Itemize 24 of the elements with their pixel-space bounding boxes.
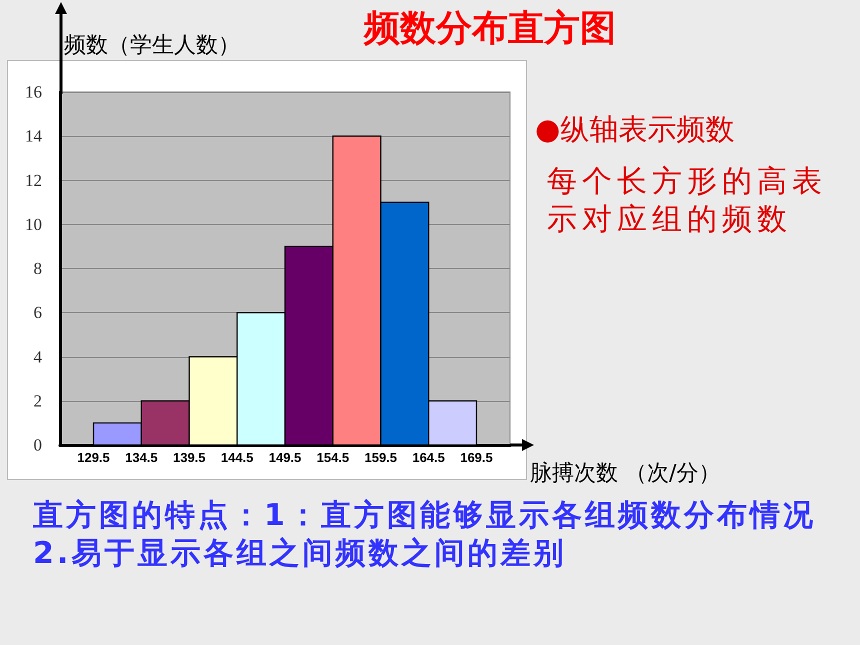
x-axis-title: 脉搏次数 （次/分） (530, 460, 720, 488)
y-tick-label: 2 (34, 391, 42, 410)
x-tick-label: 134.5 (125, 450, 158, 465)
x-tick-label: 139.5 (172, 450, 206, 465)
x-tick-label: 154.5 (316, 450, 350, 465)
y-axis-title: 频数（学生人数） (64, 32, 240, 60)
x-tick-label: 149.5 (268, 450, 302, 465)
text: 每个长方形的高表示对应组的频数 (547, 163, 828, 239)
x-tick-label: 144.5 (220, 450, 254, 465)
x-tick-label: 129.5 (77, 450, 110, 465)
x-tick-label: 159.5 (364, 450, 398, 465)
y-tick-label: 12 (25, 170, 42, 190)
x-tick-label: 164.5 (412, 450, 445, 465)
y-tick-label: 16 (25, 82, 42, 102)
text: ●纵轴表示频数 (535, 111, 734, 148)
y-tick-label: 4 (34, 347, 42, 366)
x-tick-label: 169.5 (460, 450, 493, 465)
text: 直方图的特点：1：直方图能够显示各组频数分布情况2.易于显示各组之间频数之间的差别 (33, 497, 817, 573)
y-tick-label: 14 (25, 126, 42, 146)
y-tick-label: 0 (34, 436, 42, 454)
chart-title: 频数分布直方图 (362, 7, 617, 51)
y-tick-label: 10 (25, 214, 42, 234)
y-tick-label: 6 (34, 303, 42, 322)
y-tick-label: 8 (34, 259, 42, 278)
